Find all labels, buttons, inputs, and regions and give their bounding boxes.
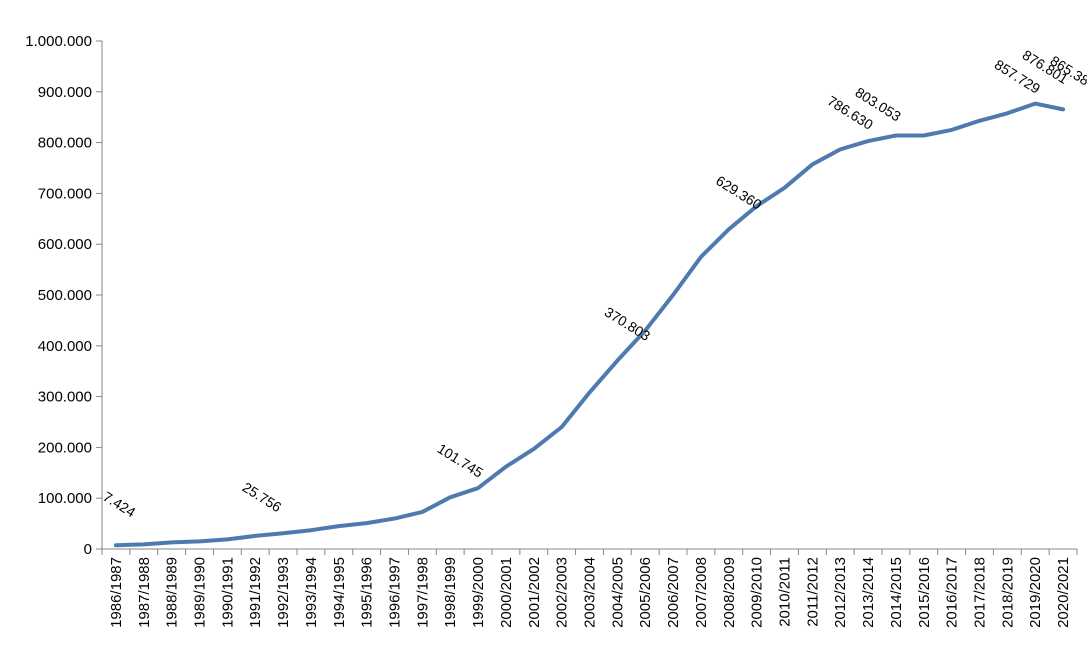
data-label: 25.756 <box>240 479 285 515</box>
x-tick-label: 2000/2001 <box>498 557 515 628</box>
x-tick-label: 1999/2000 <box>470 557 487 628</box>
y-tick-label: 0 <box>84 541 92 558</box>
y-tick-label: 100.000 <box>38 490 92 507</box>
x-tick-label: 1995/1996 <box>359 557 376 628</box>
x-tick-label: 1998/1999 <box>442 557 459 628</box>
x-tick-label: 2003/2004 <box>582 557 599 628</box>
y-tick-label: 800.000 <box>38 135 92 152</box>
x-tick-label: 1987/1988 <box>136 557 153 628</box>
data-labels: 7.424 25.756101.745370.803629.360786.6308… <box>100 47 1087 521</box>
x-tick-label: 2012/2013 <box>832 557 849 628</box>
x-tick-label: 2001/2002 <box>526 557 543 628</box>
y-tick-label: 700.000 <box>38 185 92 202</box>
series-line <box>113 101 1066 548</box>
x-tick-label: 2011/2012 <box>804 557 821 627</box>
data-label: 7.424 <box>100 488 138 520</box>
y-tick-label: 200.000 <box>38 439 92 456</box>
x-axis: 1986/1987 1987/1988 1988/1989 1989/1990 1990… <box>101 548 1078 628</box>
data-label: 370.803 <box>602 304 654 344</box>
x-tick-label: 1989/1990 <box>192 557 209 628</box>
x-tick-label: 2008/2009 <box>721 557 738 628</box>
data-label: 101.745 <box>435 440 487 480</box>
x-tick-label: 2004/2005 <box>609 557 626 628</box>
y-tick-label: 400.000 <box>38 338 92 355</box>
y-tick-label: 600.000 <box>38 236 92 253</box>
x-tick-label: 2002/2003 <box>554 557 571 628</box>
y-axis: 0 100.000 200.000 300.000 400.000 500.000 600.… <box>25 33 103 558</box>
x-tick-label: 2006/2007 <box>665 557 682 628</box>
x-tick-label: 1996/1997 <box>387 557 404 628</box>
x-tick-label: 2019/2020 <box>1027 557 1044 628</box>
x-tick-label: 2018/2019 <box>999 557 1016 628</box>
x-tick-label: 1988/1989 <box>164 557 181 628</box>
x-tick-label: 1994/1995 <box>331 557 348 628</box>
y-tick-label: 900.000 <box>38 84 92 101</box>
y-tick-label: 1.000.000 <box>25 33 92 50</box>
x-tick-label: 1990/1991 <box>219 557 236 628</box>
y-tick-label: 300.000 <box>38 389 92 406</box>
data-label: 629.360 <box>713 172 765 212</box>
x-tick-label: 1986/1987 <box>108 557 125 628</box>
y-tick-label: 500.000 <box>38 287 92 304</box>
x-tick-label: 2014/2015 <box>888 557 905 628</box>
x-tick-label: 2009/2010 <box>749 557 766 628</box>
x-tick-label: 1993/1994 <box>303 557 320 628</box>
x-tick-label: 2010/2011 <box>777 557 794 627</box>
x-tick-label: 1997/1998 <box>414 557 431 628</box>
x-tick-label: 1991/1992 <box>247 557 264 628</box>
x-tick-label: 2020/2021 <box>1055 557 1072 628</box>
x-tick-label: 2015/2016 <box>916 557 933 628</box>
x-tick-label: 2007/2008 <box>693 557 710 628</box>
x-tick-label: 1992/1993 <box>275 557 292 628</box>
x-tick-label: 2005/2006 <box>637 557 654 628</box>
x-tick-label: 2016/2017 <box>944 557 961 628</box>
x-tick-label: 2013/2014 <box>860 557 877 628</box>
series-line-group <box>113 101 1066 548</box>
x-tick-label: 2017/2018 <box>972 557 989 628</box>
